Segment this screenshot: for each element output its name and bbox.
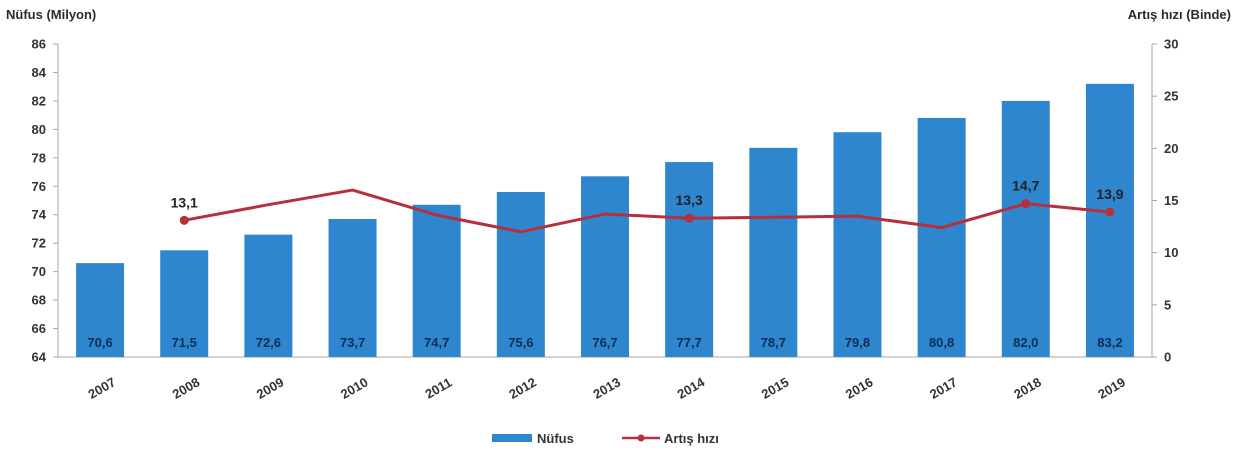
x-tick-label: 2013 (590, 374, 623, 401)
left-tick-label: 74 (32, 207, 47, 222)
left-tick-label: 70 (32, 264, 46, 279)
artis-hizi-marker (1105, 207, 1115, 217)
x-tick-label: 2015 (759, 374, 792, 401)
left-tick-label: 68 (32, 293, 46, 308)
left-tick-label: 76 (32, 179, 46, 194)
x-tick-label: 2018 (1011, 374, 1044, 401)
right-axis-title: Artış hızı (Binde) (1128, 7, 1231, 22)
artis-hizi-marker (1021, 199, 1031, 209)
right-tick-label: 30 (1164, 37, 1178, 52)
left-tick-label: 86 (32, 37, 46, 52)
artis-hizi-marker (179, 215, 189, 225)
x-tick-label: 2017 (927, 374, 960, 401)
legend-nufus-label: Nüfus (537, 431, 574, 446)
x-tick-label: 2010 (338, 374, 371, 401)
nufus-bar-label: 76,7 (592, 335, 617, 350)
left-axis-title: Nüfus (Milyon) (6, 7, 96, 22)
x-tick-label: 2008 (170, 374, 203, 401)
nufus-bar-label: 72,6 (256, 335, 281, 350)
x-tick-label: 2012 (506, 374, 539, 401)
nufus-bar (1001, 100, 1050, 357)
nufus-bar (244, 234, 293, 357)
nufus-bar (1085, 83, 1134, 357)
x-tick-label: 2016 (843, 374, 876, 401)
right-tick-label: 5 (1164, 297, 1171, 312)
left-tick-label: 72 (32, 236, 46, 251)
nufus-bar-label: 77,7 (676, 335, 701, 350)
plot-area: 64 66 68 70 72 74 76 78 80 82 84 86 0 5 10 15 20 25 30 70… (32, 37, 1179, 402)
left-axis-ticks: 64 66 68 70 72 74 76 78 80 82 84 86 (32, 37, 58, 365)
artis-hizi-point-labels: 13,1 13,3 14,7 13,9 (171, 178, 1124, 211)
artis-hizi-point-label: 14,7 (1012, 178, 1039, 194)
nufus-bar (160, 250, 209, 357)
legend-artis-hizi-marker (637, 434, 645, 442)
nufus-bar (328, 218, 377, 357)
x-tick-label: 2014 (675, 374, 708, 402)
artis-hizi-marker (684, 213, 694, 223)
left-tick-label: 66 (32, 321, 46, 336)
legend: Nüfus Artış hızı (492, 431, 719, 446)
legend-artis-hizi-label: Artış hızı (664, 431, 719, 446)
nufus-bar (665, 162, 714, 357)
nufus-bar-label: 79,8 (845, 335, 870, 350)
right-tick-label: 15 (1164, 193, 1178, 208)
left-tick-label: 78 (32, 150, 46, 165)
x-axis-ticks: 2007 2008 2009 2010 2011 2012 2013 2014 2015 2016… (86, 374, 1128, 402)
x-tick-label: 2011 (422, 375, 454, 402)
artis-hizi-polyline (183, 188, 1111, 234)
left-tick-label: 82 (32, 93, 46, 108)
right-tick-label: 0 (1164, 350, 1171, 365)
nufus-bar (496, 191, 545, 357)
nufus-bar-label: 80,8 (929, 335, 954, 350)
right-axis-ticks: 0 5 10 15 20 25 30 (1152, 37, 1178, 365)
x-tick-label: 2009 (254, 374, 287, 401)
nufus-bars (76, 83, 1134, 358)
right-tick-label: 20 (1164, 141, 1178, 156)
nufus-bar (581, 176, 629, 357)
x-tick-label: 2019 (1095, 374, 1128, 401)
left-tick-label: 64 (32, 350, 47, 365)
artis-hizi-point-label: 13,9 (1096, 186, 1123, 202)
nufus-bar (833, 132, 882, 357)
nufus-bar-label: 75,6 (508, 335, 533, 350)
left-tick-label: 80 (32, 122, 46, 137)
nufus-bar-label: 73,7 (340, 335, 365, 350)
right-tick-label: 10 (1164, 245, 1178, 260)
nufus-bar-labels: 70,6 71,5 72,6 73,7 74,7 75,6 76,7 77,7 78,7 79,8… (87, 335, 1122, 350)
artis-hizi-line (179, 188, 1115, 234)
nufus-bar (76, 263, 125, 357)
nufus-bar-label: 83,2 (1097, 335, 1122, 350)
x-tick-label: 2007 (86, 374, 119, 401)
right-tick-label: 25 (1164, 89, 1178, 104)
legend-nufus-swatch (492, 434, 532, 442)
left-tick-label: 84 (32, 65, 47, 80)
nufus-bar-label: 78,7 (761, 335, 786, 350)
artis-hizi-point-label: 13,1 (171, 194, 198, 210)
nufus-bar-label: 71,5 (172, 335, 197, 350)
nufus-bar (412, 204, 461, 357)
nufus-bar (749, 147, 798, 357)
artis-hizi-point-label: 13,3 (676, 192, 703, 208)
nufus-bar-label: 82,0 (1013, 335, 1038, 350)
nufus-bar-label: 74,7 (424, 335, 449, 350)
nufus-bar-label: 70,6 (87, 335, 112, 350)
nufus-bar (917, 117, 966, 358)
